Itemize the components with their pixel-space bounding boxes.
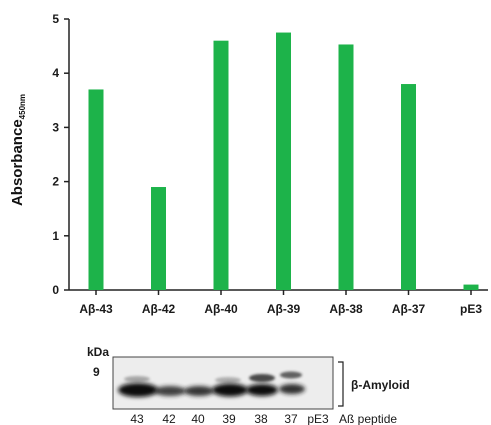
category-labels: Aβ-43 Aβ-42 Aβ-40 Aβ-39 Aβ-38 Aβ-37 pE3: [79, 290, 482, 316]
y-tick-label: 4: [52, 66, 59, 80]
y-axis-label: Absorbance450nm: [9, 94, 27, 206]
western-blot: kDa 9 β-Amyloid 43 42 40 39 38 37 pE3 Aß pepti…: [87, 345, 410, 425]
x-tick-label: Aβ-39: [267, 302, 301, 316]
x-tick-label: pE3: [460, 302, 482, 316]
bar: [338, 44, 354, 290]
blot-band-upper-lane-43: [124, 376, 150, 382]
blot-band-lane-40: [184, 386, 214, 396]
blot-band-upper-lane-39: [215, 377, 241, 383]
blot-lane-label: 37: [284, 412, 298, 425]
blot-lane-label: 40: [191, 412, 205, 425]
y-axis-label-main: Absorbance: [9, 119, 26, 206]
blot-bracket: [338, 361, 344, 407]
blot-band-lane-39: [212, 383, 248, 397]
blot-lane-labels: 43 42 40 39 38 37 pE3: [130, 412, 329, 425]
x-tick-label: Aβ-38: [329, 302, 363, 316]
blot-membrane: [112, 356, 334, 410]
blot-lane-label: 39: [222, 412, 236, 425]
blot-band-label: β-Amyloid: [351, 378, 410, 392]
bar: [276, 32, 291, 291]
y-tick-label: 2: [52, 175, 59, 189]
x-tick-label: Aβ-40: [204, 302, 238, 316]
y-axis-label-subscript: 450nm: [18, 94, 27, 119]
x-tick-label: Aβ-43: [79, 302, 113, 316]
bar-chart: 0 1 2 3 4 5 Aβ-43 Aβ-42 Aβ-40 Aβ-39 Aβ-38 Aβ-37 pE3…: [9, 12, 488, 316]
x-tick-label: Aβ-42: [142, 302, 176, 316]
y-ticks: 0 1 2 3 4 5: [52, 12, 69, 297]
bar: [88, 89, 104, 291]
blot-band-lane-42: [154, 386, 186, 396]
blot-band-upper-lane-38: [249, 374, 275, 382]
bar: [213, 40, 229, 291]
blot-band-lane-37: [279, 384, 305, 394]
blot-band-lane-38: [246, 384, 278, 396]
blot-band-upper-lane-37: [280, 371, 302, 379]
blot-lane-label: 42: [162, 412, 176, 425]
y-tick-label: 1: [52, 229, 59, 243]
blot-band-lane-43: [118, 383, 158, 397]
bar: [151, 187, 166, 290]
blot-bands: [118, 371, 305, 397]
blot-marker-label: 9: [93, 365, 100, 379]
blot-lane-label: 38: [254, 412, 268, 425]
blot-lane-label: pE3: [307, 412, 329, 425]
blot-axis-caption: Aß peptide: [339, 412, 397, 425]
bar: [463, 284, 479, 290]
y-tick-label: 5: [52, 12, 59, 26]
bar: [401, 84, 416, 290]
blot-unit-label: kDa: [87, 345, 109, 359]
x-tick-label: Aβ-37: [392, 302, 426, 316]
bars: [88, 32, 479, 291]
blot-lane-label: 43: [130, 412, 144, 425]
y-tick-label: 3: [52, 120, 59, 134]
y-tick-label: 0: [52, 283, 59, 297]
